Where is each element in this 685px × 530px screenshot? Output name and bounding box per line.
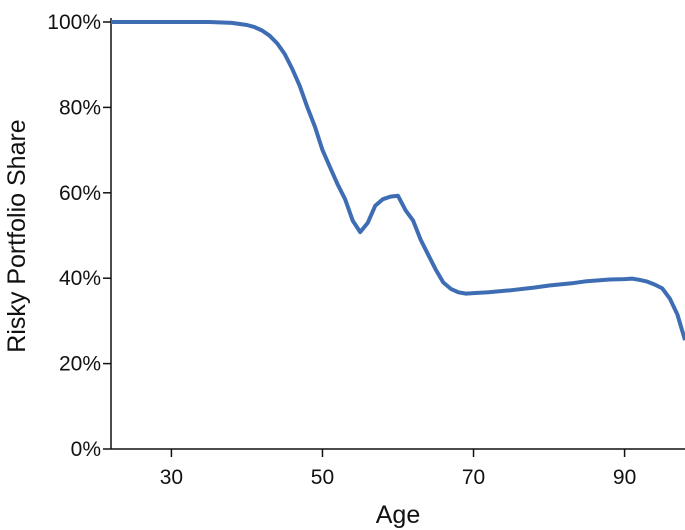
y-tick-label: 0% — [71, 438, 101, 461]
y-tick-label: 40% — [59, 267, 101, 290]
x-tick-label: 50 — [311, 466, 334, 489]
y-tick-label: 20% — [59, 353, 101, 376]
x-tick-label: 90 — [613, 466, 636, 489]
x-tick-label: 70 — [462, 466, 485, 489]
y-tick-label: 100% — [47, 11, 101, 34]
series-line — [111, 20, 685, 341]
plot-area: 0% 20% 40% 60% 80% 100% 30 50 70 90 — [47, 11, 685, 489]
x-tick-label: 30 — [160, 466, 183, 489]
y-tick-label: 60% — [59, 182, 101, 205]
x-axis-title: Age — [376, 501, 420, 529]
y-axis-title: Risky Portfolio Share — [3, 119, 31, 352]
y-tick-label: 80% — [59, 96, 101, 119]
